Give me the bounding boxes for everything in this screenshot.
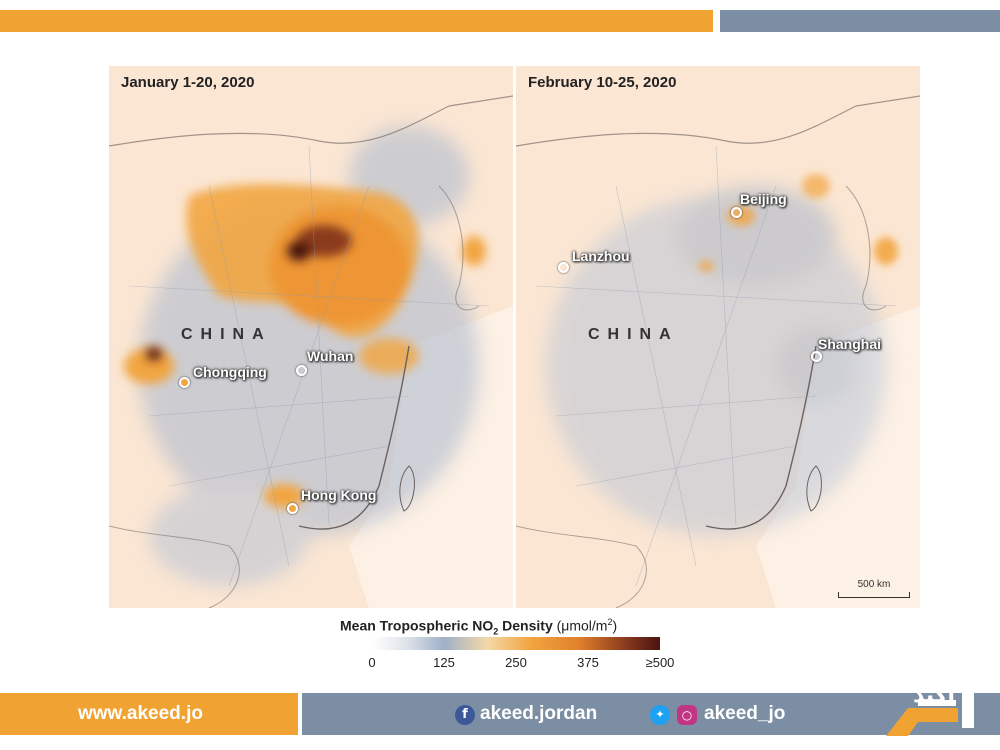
scale-bar-line [838, 592, 910, 598]
city-label-shanghai: Shanghai [818, 336, 882, 352]
city-label-hongkong: Hong Kong [301, 487, 377, 503]
instagram-icon[interactable]: ○ [677, 705, 697, 725]
legend-tick-125: 125 [433, 655, 455, 670]
akeed-logo-graphic: أكيد [886, 679, 974, 736]
city-marker-wuhan [296, 365, 307, 376]
top-accent-bar-orange [0, 10, 713, 32]
legend-title-sub: 2 [493, 626, 499, 637]
city-marker-beijing [731, 207, 742, 218]
city-marker-lanzhou [558, 262, 569, 273]
akeed-logo: أكيد [878, 678, 990, 738]
country-label-china-feb: CHINA [588, 326, 679, 343]
legend-title-rest: Density [498, 617, 553, 634]
facebook-icon[interactable]: f [455, 705, 475, 725]
city-label-wuhan: Wuhan [307, 348, 354, 364]
legend-title-unit-close: ) [612, 617, 618, 634]
city-label-lanzhou: Lanzhou [572, 248, 630, 264]
legend-color-scale [372, 637, 660, 650]
footer-social-handle[interactable]: akeed_jo [704, 703, 786, 724]
map-february: February 10-25, 2020 CHINA Beijing Lanzh… [516, 66, 920, 608]
legend-tick-500: ≥500 [645, 655, 675, 670]
scale-bar-label: 500 km [857, 579, 891, 590]
city-marker-chongqing [179, 377, 190, 388]
map-january-graphic [109, 66, 513, 608]
map-january: January 1-20, 2020 CHINA Chongqing Wuhan… [109, 66, 513, 608]
legend-tick-0: 0 [368, 655, 376, 670]
city-marker-shanghai [811, 351, 822, 362]
legend-tick-375: 375 [577, 655, 599, 670]
footer-bar-orange [0, 693, 298, 735]
footer-website-link[interactable]: www.akeed.jo [78, 703, 203, 724]
legend-title: Mean Tropospheric NO2 Density (μmol/m2) [340, 617, 617, 636]
legend-tick-250: 250 [505, 655, 527, 670]
city-label-beijing: Beijing [740, 191, 787, 207]
scale-bar: 500 km [838, 579, 910, 598]
legend-title-main: Mean Tropospheric NO [340, 617, 494, 634]
twitter-icon[interactable]: ✦ [650, 705, 670, 725]
legend-title-unit-sup: 2 [607, 617, 613, 627]
country-label-china: CHINA [181, 326, 272, 343]
map-february-title: February 10-25, 2020 [528, 74, 677, 91]
footer-facebook-link[interactable]: akeed.jordan [480, 703, 598, 724]
city-marker-hongkong [287, 503, 298, 514]
legend-title-unit: (μmol/m [556, 617, 608, 634]
logo-text: أكيد [913, 679, 955, 708]
map-february-graphic [516, 66, 920, 608]
city-label-chongqing: Chongqing [193, 364, 267, 380]
map-january-title: January 1-20, 2020 [121, 74, 255, 91]
top-accent-bar-slate [720, 10, 1000, 32]
